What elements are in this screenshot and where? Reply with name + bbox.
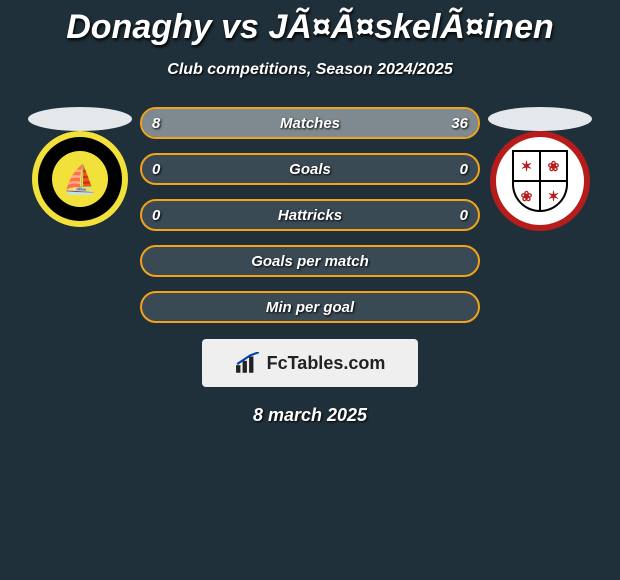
comparison-row: ⛵ 836Matches 00Goals 00Hattricks Goals per …	[0, 107, 620, 323]
club-crest-left: ⛵	[32, 131, 128, 227]
date-label: 8 march 2025	[0, 405, 620, 426]
stat-bar-gpm: Goals per match	[140, 245, 480, 277]
brand-logo: FcTables.com	[202, 339, 418, 387]
player-left-column: ⛵	[20, 107, 140, 227]
page-title: Donaghy vs JÃ¤Ã¤skelÃ¤inen	[0, 0, 620, 47]
stat-bars: 836Matches 00Goals 00Hattricks Goals per ma…	[140, 107, 480, 323]
stat-bar-matches: 836Matches	[140, 107, 480, 139]
player-left-avatar-placeholder	[28, 107, 132, 131]
bar-label: Goals per match	[142, 247, 478, 275]
brand-text: FcTables.com	[267, 353, 386, 374]
bar-label: Hattricks	[142, 201, 478, 229]
bar-label: Matches	[142, 109, 478, 137]
bar-label: Goals	[142, 155, 478, 183]
player-right-column: ✶❀❀✶	[480, 107, 600, 231]
stat-bar-hattricks: 00Hattricks	[140, 199, 480, 231]
player-right-avatar-placeholder	[488, 107, 592, 131]
stat-bar-goals: 00Goals	[140, 153, 480, 185]
bar-label: Min per goal	[142, 293, 478, 321]
club-crest-right: ✶❀❀✶	[490, 131, 590, 231]
ship-icon: ⛵	[52, 151, 108, 207]
shield-icon: ✶❀❀✶	[512, 150, 568, 212]
stat-bar-mpg: Min per goal	[140, 291, 480, 323]
bar-chart-icon	[235, 352, 261, 374]
page-subtitle: Club competitions, Season 2024/2025	[0, 61, 620, 79]
